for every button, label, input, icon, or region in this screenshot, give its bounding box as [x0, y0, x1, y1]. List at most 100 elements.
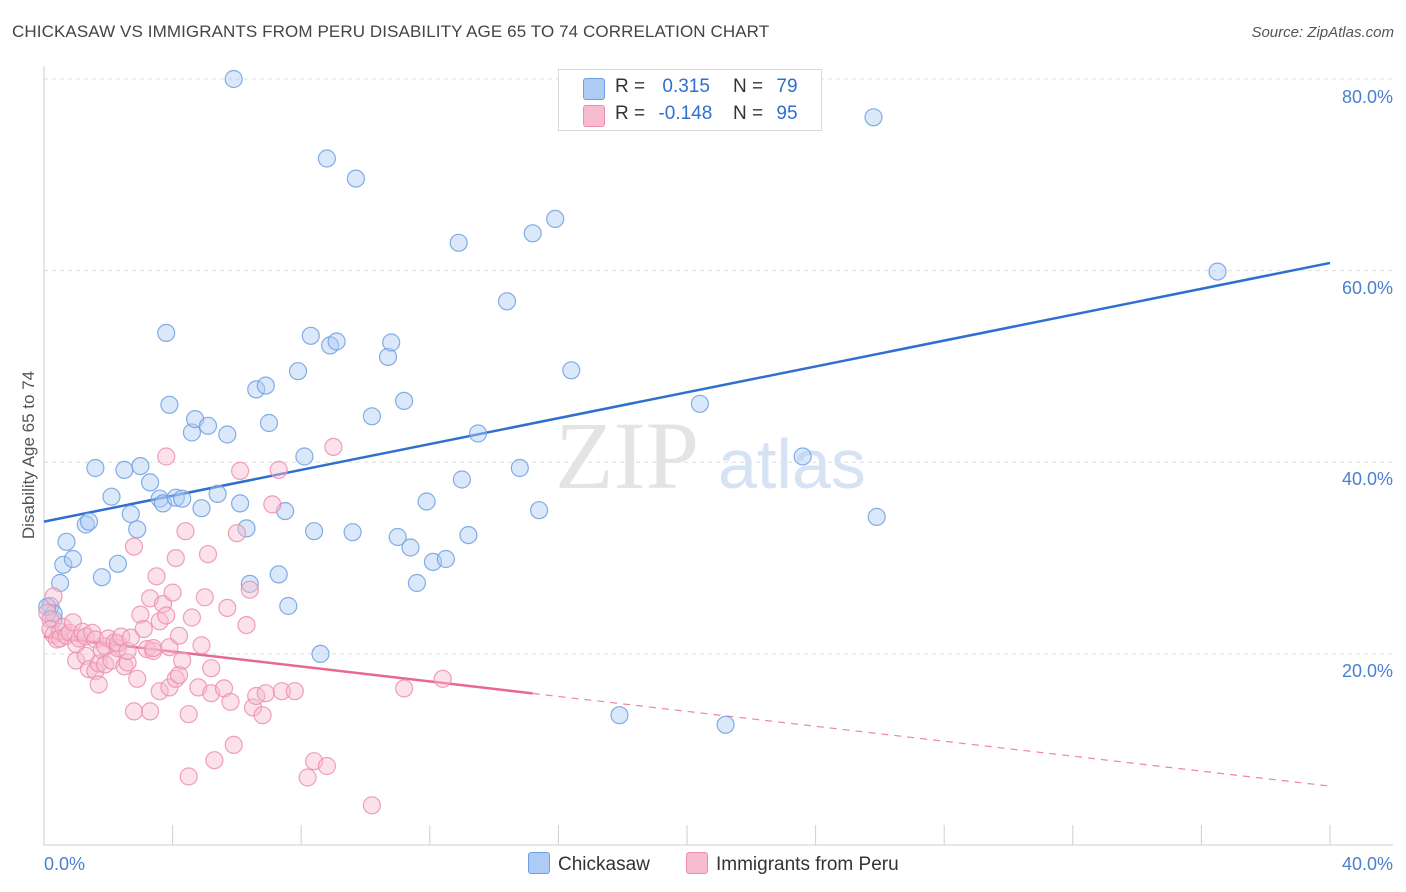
- peru-point-51: [157, 606, 176, 625]
- axes: [43, 66, 1393, 846]
- peru-point-45: [144, 638, 163, 658]
- chickasaw-point-41: [305, 522, 324, 541]
- chickasaw-point-4: [63, 549, 83, 569]
- peru-point-37: [124, 702, 144, 721]
- peru-point-75: [227, 524, 246, 543]
- peru-point-70: [205, 751, 224, 770]
- chickasaw-point-29: [231, 494, 250, 513]
- legend-n-label: N =: [733, 103, 764, 124]
- chickasaw-point-14: [131, 457, 150, 476]
- watermark: ZIP atlas: [555, 402, 866, 509]
- peru-point-73: [221, 692, 240, 711]
- chickasaw-point-24: [192, 499, 211, 518]
- legend-swatch-peru: [686, 852, 708, 874]
- peru-point-84: [269, 460, 288, 479]
- chickasaw-point-68: [610, 706, 629, 725]
- peru-point-76: [231, 461, 250, 480]
- chickasaw-point-54: [407, 573, 426, 593]
- peru-point-41: [137, 639, 156, 659]
- peru-point-67: [198, 545, 218, 564]
- chickasaw-point-75: [1208, 262, 1227, 281]
- chickasaw-point-60: [459, 525, 478, 545]
- chickasaw-point-10: [108, 554, 128, 573]
- peru-point-40: [134, 619, 153, 639]
- chickasaw-point-50: [382, 333, 401, 352]
- peru-point-90: [324, 437, 343, 456]
- peru-point-77: [237, 615, 256, 635]
- peru-point-74: [224, 735, 243, 755]
- peru-point-79: [243, 698, 263, 717]
- chickasaw-point-51: [388, 527, 407, 547]
- peru-point-59: [173, 651, 192, 670]
- chickasaw-point-25: [198, 416, 218, 435]
- legend-r-label: R =: [615, 103, 646, 124]
- chickasaw-point-38: [288, 362, 308, 381]
- chickasaw-point-40: [301, 326, 320, 345]
- chickasaw-point-59: [452, 470, 471, 489]
- chickasaw-point-5: [76, 515, 95, 534]
- peru-point-78: [240, 580, 259, 599]
- source-label: Source: ZipAtlas.com: [1251, 24, 1394, 41]
- chickasaw-point-64: [523, 224, 542, 243]
- peru-point-63: [182, 608, 201, 627]
- peru-point-86: [285, 682, 304, 701]
- bottom-legend-peru[interactable]: Immigrants from Peru: [686, 852, 899, 876]
- legend-swatch-chickasaw: [583, 78, 605, 100]
- chickasaw-point-13: [128, 520, 147, 539]
- peru-point-82: [256, 684, 275, 703]
- legend-r-label: R =: [615, 76, 646, 97]
- chickasaw-point-57: [436, 549, 455, 569]
- peru-point-50: [157, 447, 176, 466]
- chickasaw-point-21: [173, 489, 192, 508]
- chickasaw-point-37: [279, 596, 298, 616]
- legend-n-value: 95: [776, 103, 798, 124]
- chickasaw-point-18: [157, 323, 176, 342]
- chickasaw-point-26: [208, 484, 227, 503]
- chickasaw-point-46: [343, 523, 362, 542]
- bottom-legend-chickasaw[interactable]: Chickasaw: [528, 852, 650, 876]
- y-tick-label-80: 80.0%: [1342, 87, 1393, 107]
- chickasaw-point-73: [864, 108, 883, 127]
- legend-n-value: 79: [776, 76, 798, 97]
- chart-title: CHICKASAW VS IMMIGRANTS FROM PERU DISABI…: [12, 22, 770, 41]
- chickasaw-point-7: [86, 458, 105, 478]
- peru-point-60: [176, 522, 195, 541]
- series-chickasaw-points: [38, 69, 1227, 734]
- legend-r-value: -0.148: [658, 103, 713, 124]
- peru-point-57: [169, 665, 189, 685]
- grid-lines: [44, 78, 1393, 655]
- chickasaw-point-58: [449, 233, 468, 252]
- peru-point-39: [131, 605, 150, 624]
- chickasaw-point-65: [529, 501, 549, 520]
- peru-point-56: [166, 548, 185, 568]
- peru-point-58: [169, 626, 189, 645]
- peru-point-62: [179, 767, 198, 786]
- chickasaw-point-22: [182, 423, 201, 442]
- chickasaw-point-70: [716, 715, 735, 734]
- chickasaw-point-42: [311, 644, 330, 664]
- chickasaw-point-48: [362, 407, 381, 426]
- chickasaw-point-27: [218, 425, 237, 444]
- chickasaw-point-12: [121, 504, 140, 524]
- peru-point-92: [395, 679, 414, 698]
- chickasaw-point-9: [102, 487, 121, 506]
- legend-label-chickasaw: Chickasaw: [558, 854, 650, 875]
- chickasaw-point-62: [497, 292, 517, 311]
- y-axis-label: Disability Age 65 to 74: [19, 371, 38, 539]
- peru-point-22: [89, 675, 108, 694]
- chickasaw-point-69: [690, 394, 710, 413]
- legend-n-label: N =: [733, 76, 764, 97]
- chickasaw-point-6: [79, 512, 99, 531]
- legend-label-peru: Immigrants from Peru: [716, 854, 899, 875]
- peru-point-11: [67, 651, 86, 670]
- trend-line-peru-dashed: [532, 692, 1331, 787]
- peru-point-85: [272, 682, 291, 701]
- trend-line-chickasaw: [43, 261, 1331, 523]
- chickasaw-point-61: [468, 424, 488, 443]
- peru-point-46: [147, 567, 166, 586]
- chickasaw-point-34: [259, 413, 279, 433]
- peru-point-81: [253, 706, 272, 725]
- peru-point-93: [433, 669, 452, 688]
- chickasaw-point-67: [562, 361, 581, 380]
